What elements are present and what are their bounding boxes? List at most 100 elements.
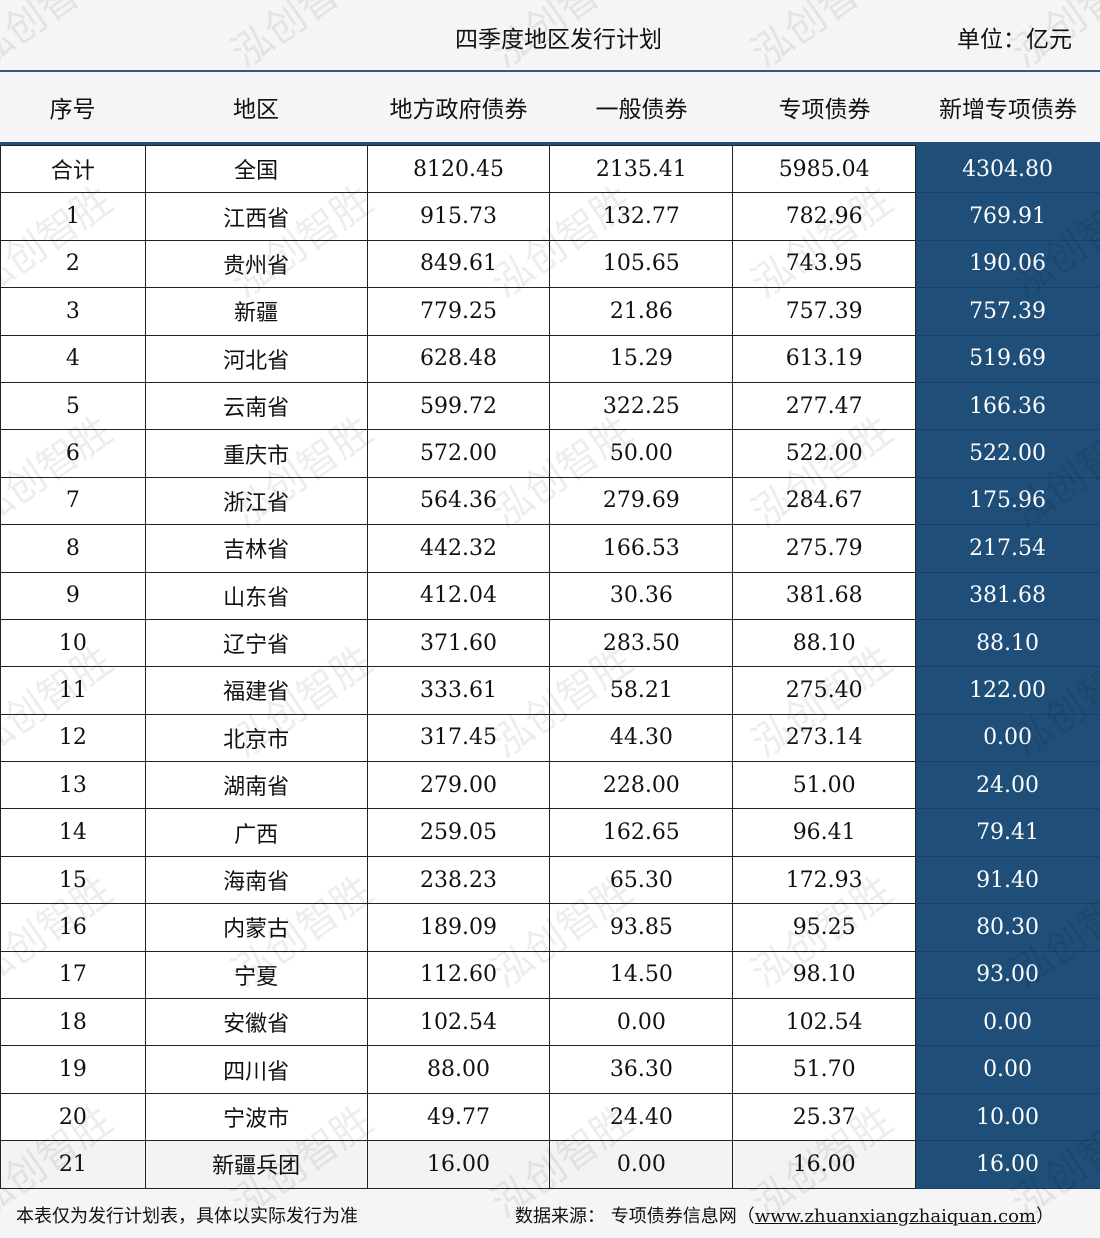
cell-new-special-bonds: 769.91 [915,192,1100,241]
table-row: 7 浙江省 564.36 279.69 284.67 175.96 [0,476,1100,526]
cell-local-gov-bonds: 102.54 [366,998,551,1047]
table-row: 11 福建省 333.61 58.21 275.40 122.00 [0,666,1100,715]
cell-index: 9 [0,571,146,620]
table-row: 14 广西 259.05 162.65 96.41 79.41 [0,808,1100,857]
cell-region: 福建省 [144,666,368,715]
cell-general-bonds: 322.25 [549,381,734,431]
cell-local-gov-bonds: 628.48 [366,334,551,383]
cell-general-bonds: 105.65 [549,239,734,289]
cell-special-bonds: 102.54 [732,998,917,1047]
cell-new-special-bonds: 93.00 [915,950,1100,1000]
cell-local-gov-bonds: 849.61 [366,239,551,289]
footer-note: 本表仅为发行计划表，具体以实际发行为准 [16,1206,358,1227]
cell-special-bonds: 172.93 [732,855,917,905]
cell-index: 19 [0,1045,146,1094]
cell-local-gov-bonds: 412.04 [366,571,551,620]
cell-special-bonds: 277.47 [732,381,917,431]
cell-special-bonds: 275.40 [732,666,917,715]
cell-new-special-bonds: 88.10 [915,618,1100,668]
cell-new-special-bonds: 4304.80 [915,144,1100,194]
cell-index: 10 [0,618,146,668]
cell-local-gov-bonds: 599.72 [366,381,551,431]
cell-index: 1 [0,192,146,241]
cell-local-gov-bonds: 779.25 [366,287,551,336]
cell-region: 全国 [144,144,368,194]
cell-index: 16 [0,903,146,952]
cell-region: 广西 [144,808,368,857]
table-row: 21 新疆兵团 16.00 0.00 16.00 16.00 [0,1140,1100,1189]
cell-general-bonds: 0.00 [549,1140,734,1189]
cell-index: 20 [0,1092,146,1142]
cell-local-gov-bonds: 279.00 [366,761,551,810]
title-bar: 四季度地区发行计划 单位：亿元 [0,0,1100,72]
source-close: ） [1036,1206,1055,1227]
table-row: 1 江西省 915.73 132.77 782.96 769.91 [0,192,1100,241]
cell-local-gov-bonds: 333.61 [366,666,551,715]
cell-general-bonds: 93.85 [549,903,734,952]
cell-region: 内蒙古 [144,903,368,952]
cell-local-gov-bonds: 572.00 [366,429,551,478]
table-row: 10 辽宁省 371.60 283.50 88.10 88.10 [0,618,1100,668]
cell-new-special-bonds: 217.54 [915,524,1100,573]
cell-special-bonds: 743.95 [732,239,917,289]
cell-special-bonds: 16.00 [732,1140,917,1189]
cell-general-bonds: 50.00 [549,429,734,478]
total-row: 合计 全国 8120.45 2135.41 5985.04 4304.80 [0,144,1100,194]
cell-index: 11 [0,666,146,715]
source-link[interactable]: www.zhuanxiangzhaiquan.com [754,1206,1037,1227]
cell-new-special-bonds: 0.00 [915,998,1100,1047]
cell-region: 河北省 [144,334,368,383]
table-row: 12 北京市 317.45 44.30 273.14 0.00 [0,713,1100,763]
cell-general-bonds: 65.30 [549,855,734,905]
cell-region: 新疆兵团 [144,1140,368,1189]
cell-index: 3 [0,287,146,336]
table-row: 9 山东省 412.04 30.36 381.68 381.68 [0,571,1100,620]
cell-new-special-bonds: 24.00 [915,761,1100,810]
cell-new-special-bonds: 175.96 [915,476,1100,526]
cell-local-gov-bonds: 564.36 [366,476,551,526]
table-row: 6 重庆市 572.00 50.00 522.00 522.00 [0,429,1100,478]
cell-new-special-bonds: 522.00 [915,429,1100,478]
cell-new-special-bonds: 122.00 [915,666,1100,715]
cell-special-bonds: 51.00 [732,761,917,810]
table-row: 3 新疆 779.25 21.86 757.39 757.39 [0,287,1100,336]
cell-special-bonds: 381.68 [732,571,917,620]
cell-local-gov-bonds: 371.60 [366,618,551,668]
cell-region: 宁夏 [144,950,368,1000]
cell-local-gov-bonds: 112.60 [366,950,551,1000]
header-local-gov-bonds: 地方政府债券 [389,97,528,123]
cell-special-bonds: 275.79 [732,524,917,573]
cell-index: 21 [0,1140,146,1189]
cell-general-bonds: 15.29 [549,334,734,383]
cell-region: 安徽省 [144,998,368,1047]
cell-new-special-bonds: 757.39 [915,287,1100,336]
cell-general-bonds: 14.50 [549,950,734,1000]
cell-region: 云南省 [144,381,368,431]
data-source: 数据来源： 专项债券信息网（www.zhuanxiangzhaiquan.com… [515,1202,1054,1228]
cell-local-gov-bonds: 238.23 [366,855,551,905]
cell-region: 宁波市 [144,1092,368,1142]
cell-new-special-bonds: 381.68 [915,571,1100,620]
cell-local-gov-bonds: 442.32 [366,524,551,573]
cell-region: 辽宁省 [144,618,368,668]
cell-index: 13 [0,761,146,810]
cell-special-bonds: 613.19 [732,334,917,383]
cell-index: 18 [0,998,146,1047]
cell-local-gov-bonds: 259.05 [366,808,551,857]
cell-new-special-bonds: 166.36 [915,381,1100,431]
cell-general-bonds: 58.21 [549,666,734,715]
cell-local-gov-bonds: 915.73 [366,192,551,241]
cell-local-gov-bonds: 88.00 [366,1045,551,1094]
header-special-bonds: 专项债券 [778,97,871,123]
cell-special-bonds: 98.10 [732,950,917,1000]
cell-index: 17 [0,950,146,1000]
cell-new-special-bonds: 16.00 [915,1140,1100,1189]
table-row: 20 宁波市 49.77 24.40 25.37 10.00 [0,1092,1100,1142]
header-index: 序号 [49,97,96,123]
table-row: 19 四川省 88.00 36.30 51.70 0.00 [0,1045,1100,1094]
header-general-bonds: 一般债券 [595,97,688,123]
header-new-special-bonds: 新增专项债券 [939,97,1077,123]
cell-index: 6 [0,429,146,478]
table-row: 18 安徽省 102.54 0.00 102.54 0.00 [0,998,1100,1047]
cell-index: 4 [0,334,146,383]
